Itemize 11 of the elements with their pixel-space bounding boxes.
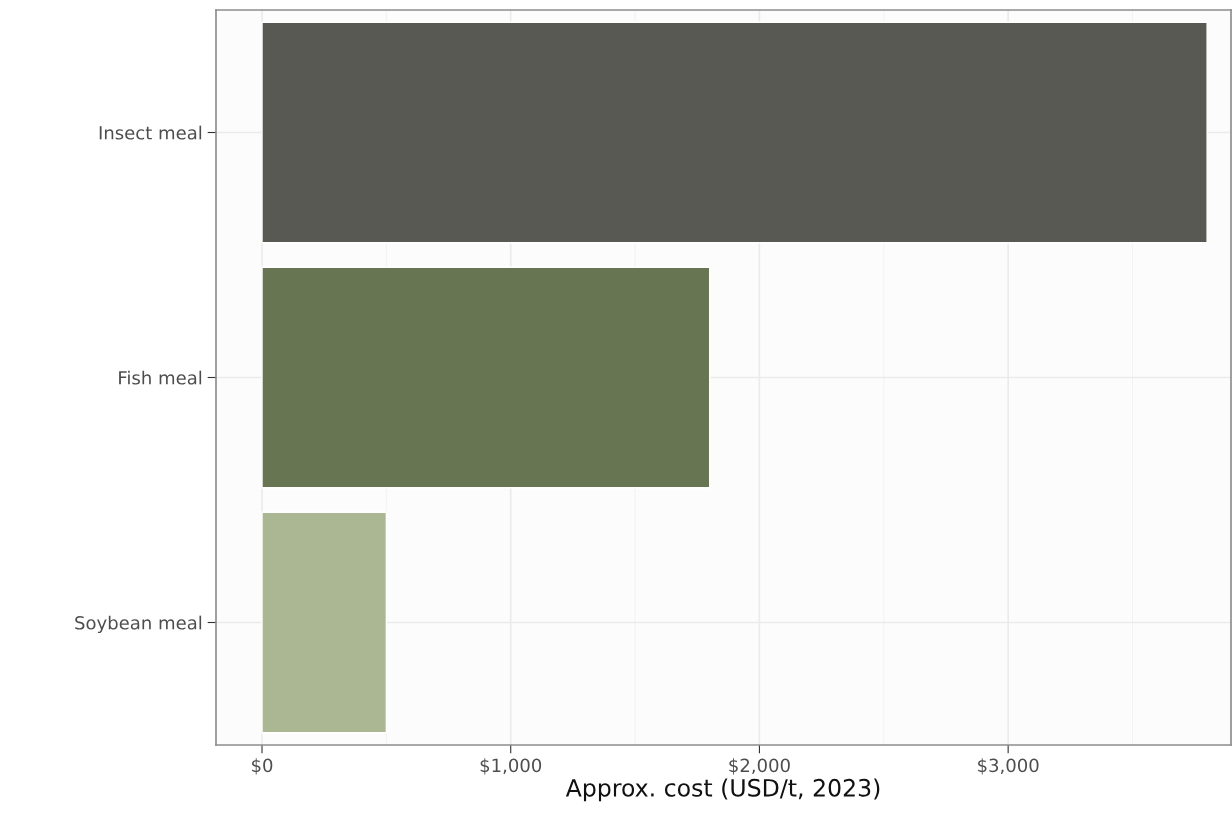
x-tick-label: $0 [252,758,273,775]
x-tick-label: $1,000 [480,758,542,775]
bar [261,21,1208,244]
x-tick-label: $3,000 [978,758,1039,775]
bar [261,511,388,734]
y-tick-label: Fish meal [119,370,202,385]
bar [261,266,711,489]
x-axis-title: Approx. cost (USD/t, 2023) [565,778,880,802]
y-tick-label: Insect meal [99,125,202,140]
y-tick-label: Soybean meal [75,615,202,634]
x-tick-label: $2,000 [729,758,790,775]
